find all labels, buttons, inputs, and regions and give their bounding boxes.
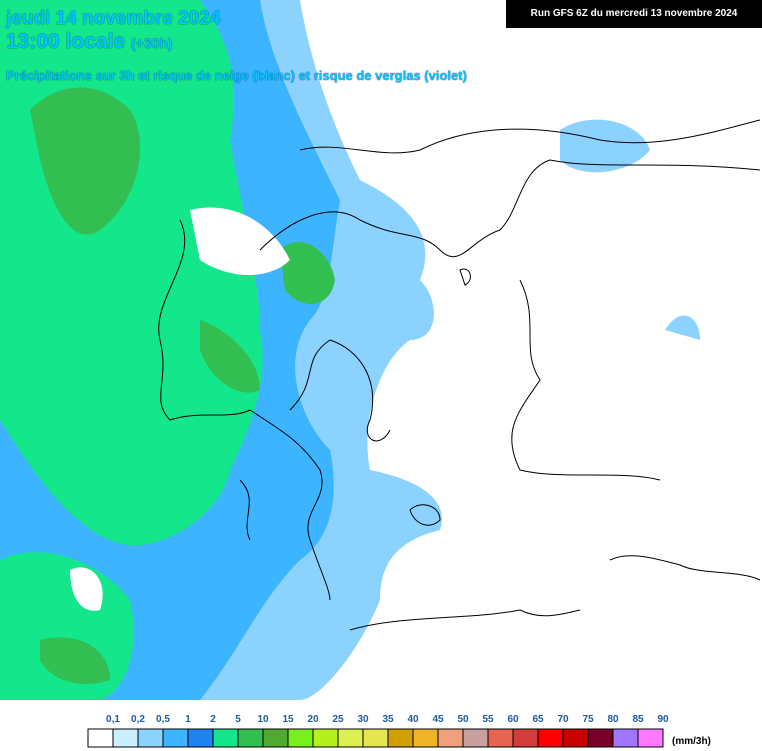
legend-label: 2 <box>210 714 216 725</box>
legend-box <box>387 728 414 748</box>
date: jeudi 14 novembre 2024 <box>6 8 221 29</box>
legend-box <box>262 728 289 748</box>
legend-box <box>137 728 164 748</box>
coastlines <box>158 119 761 631</box>
legend-label: 85 <box>632 714 644 725</box>
legend-box <box>237 728 264 748</box>
legend-label: 35 <box>382 714 394 725</box>
subtitle: Précipitations sur 3h et risque de neige… <box>6 68 467 83</box>
precip-areas <box>0 0 700 700</box>
legend-box <box>587 728 614 748</box>
legend-box <box>412 728 439 748</box>
legend-box <box>337 728 364 748</box>
legend-box <box>287 728 314 748</box>
legend-label: 0,2 <box>131 714 145 725</box>
legend-label: 70 <box>557 714 569 725</box>
legend-box <box>362 728 389 748</box>
legend-box <box>537 728 564 748</box>
legend-label: 20 <box>307 714 319 725</box>
offset: (+30h) <box>130 35 173 51</box>
legend-label: 75 <box>582 714 594 725</box>
legend-label: 30 <box>357 714 369 725</box>
legend-box <box>637 728 664 748</box>
legend-label: 90 <box>657 714 669 725</box>
legend-unit: (mm/3h) <box>672 736 711 747</box>
legend-label: 0,1 <box>106 714 120 725</box>
legend-box <box>612 728 639 748</box>
legend-box <box>187 728 214 748</box>
legend-box <box>487 728 514 748</box>
legend-box <box>512 728 539 748</box>
time-text: 13:00 locale <box>6 30 126 53</box>
time: 13:00 locale (+30h) <box>6 30 173 54</box>
legend-box <box>87 728 114 748</box>
legend-label: 45 <box>432 714 444 725</box>
legend-label: 55 <box>482 714 494 725</box>
legend-label: 80 <box>607 714 619 725</box>
legend-label: 50 <box>457 714 469 725</box>
legend-label: 25 <box>332 714 344 725</box>
legend-label: 0,5 <box>156 714 170 725</box>
legend-label: 5 <box>235 714 241 725</box>
legend-label: 40 <box>407 714 419 725</box>
legend-box <box>162 728 189 748</box>
legend-label: 10 <box>257 714 269 725</box>
legend-box <box>212 728 239 748</box>
legend-label: 15 <box>282 714 294 725</box>
legend-box <box>437 728 464 748</box>
legend-box <box>312 728 339 748</box>
legend-label: 60 <box>507 714 519 725</box>
legend-label: 1 <box>185 714 191 725</box>
legend-label: 65 <box>532 714 544 725</box>
run-info: Run GFS 6Z du mercredi 13 novembre 2024 <box>506 0 762 28</box>
legend-box <box>462 728 489 748</box>
legend-box <box>562 728 589 748</box>
legend-box <box>112 728 139 748</box>
